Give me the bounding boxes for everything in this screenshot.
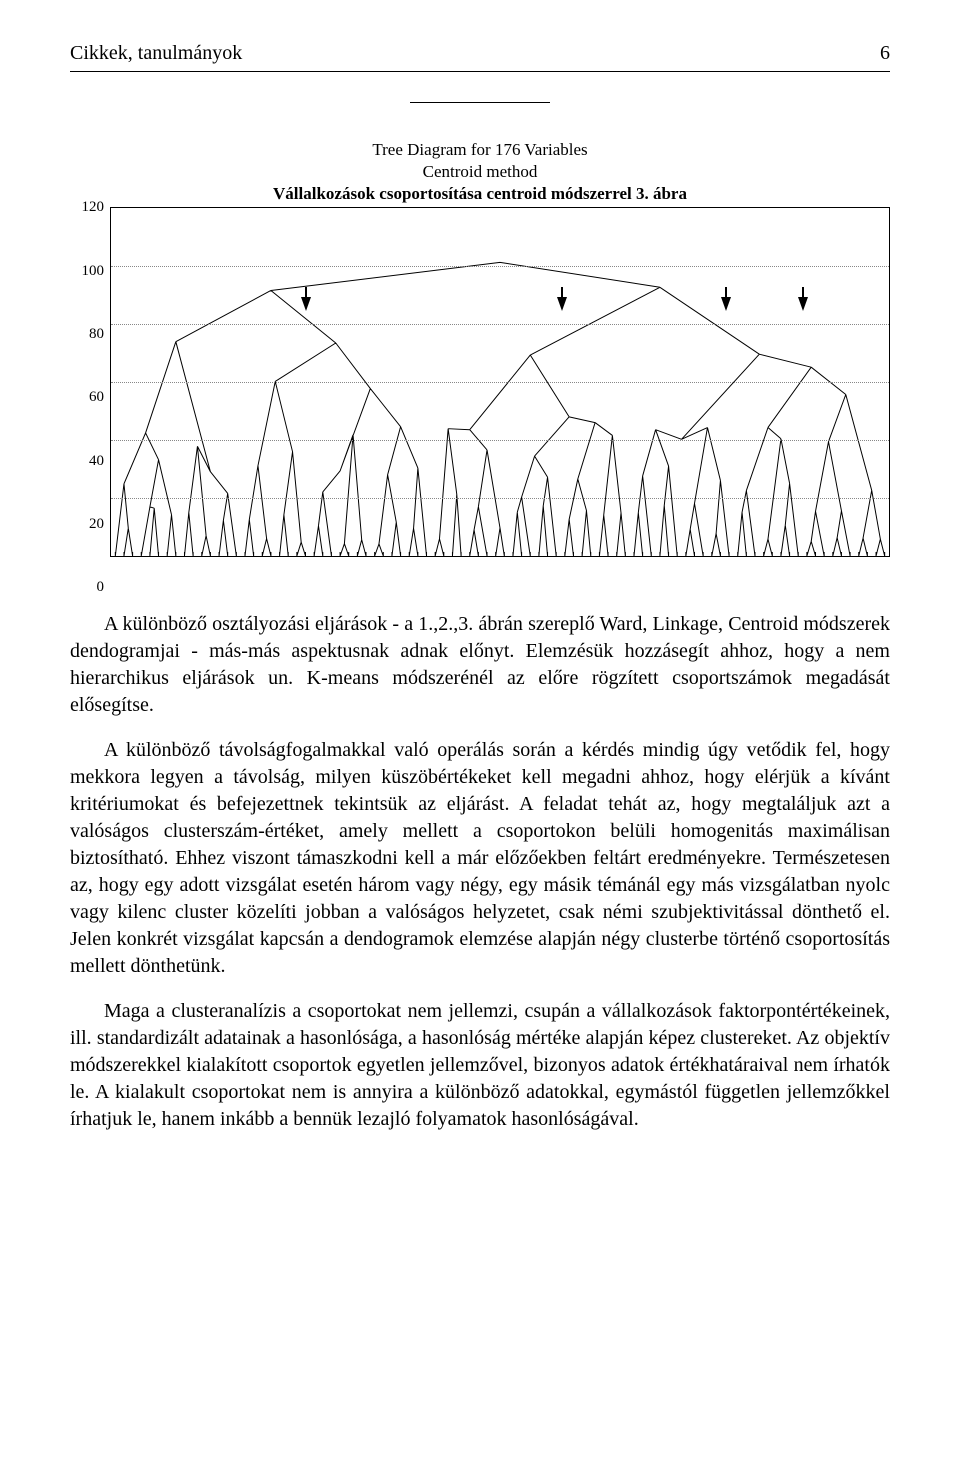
running-title: Cikkek, tanulmányok <box>70 40 242 67</box>
paragraph-2: A különböző távolságfogalmakkal való ope… <box>70 737 890 980</box>
chart-caption: Tree Diagram for 176 Variables Centroid … <box>70 139 890 205</box>
page-number: 6 <box>880 40 890 67</box>
header-rule <box>70 71 890 72</box>
header-short-rule <box>70 84 890 111</box>
gridline <box>111 266 889 267</box>
chart-title-line2: Centroid method <box>70 161 890 183</box>
chart-title-line3: Vállalkozások csoportosítása centroid mó… <box>70 183 890 205</box>
paragraph-2-text: A különböző távolságfogalmakkal való ope… <box>70 739 890 977</box>
ytick-label: 40 <box>89 450 104 470</box>
ytick-label: 60 <box>89 387 104 407</box>
plot-area <box>110 207 890 557</box>
cluster-arrow-icon <box>798 297 808 311</box>
running-header: Cikkek, tanulmányok 6 <box>70 40 890 67</box>
paragraph-3-text: Maga a clusteranalízis a csoportokat nem… <box>70 1000 890 1130</box>
ytick-label: 80 <box>89 324 104 344</box>
paragraph-3: Maga a clusteranalízis a csoportokat nem… <box>70 998 890 1133</box>
ytick-label: 20 <box>89 514 104 534</box>
paragraph-1: A különböző osztályozási eljárások - a 1… <box>70 611 890 719</box>
chart-title-line1: Tree Diagram for 176 Variables <box>70 139 890 161</box>
dendrogram-chart: 120100806040200 <box>70 207 890 587</box>
gridline <box>111 324 889 325</box>
ytick-label: 0 <box>97 577 105 597</box>
cluster-arrow-icon <box>301 297 311 311</box>
ytick-label: 100 <box>82 260 105 280</box>
ytick-label: 120 <box>82 197 105 217</box>
cluster-arrow-icon <box>557 297 567 311</box>
gridline <box>111 498 889 499</box>
gridline <box>111 440 889 441</box>
gridline <box>111 382 889 383</box>
y-axis-ticks: 120100806040200 <box>70 207 108 587</box>
paragraph-1-text: A különböző osztályozási eljárások - a 1… <box>70 613 890 716</box>
cluster-arrow-icon <box>721 297 731 311</box>
